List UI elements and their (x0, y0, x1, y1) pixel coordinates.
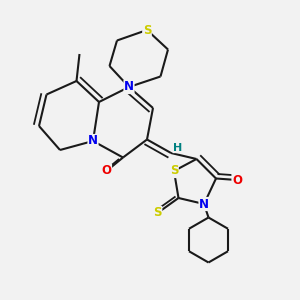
Text: O: O (232, 173, 242, 187)
Text: N: N (88, 134, 98, 148)
Text: H: H (173, 142, 182, 153)
Text: S: S (153, 206, 162, 220)
Text: S: S (143, 23, 151, 37)
Text: O: O (101, 164, 112, 178)
Text: S: S (170, 164, 178, 178)
Text: N: N (199, 197, 209, 211)
Text: N: N (124, 80, 134, 94)
